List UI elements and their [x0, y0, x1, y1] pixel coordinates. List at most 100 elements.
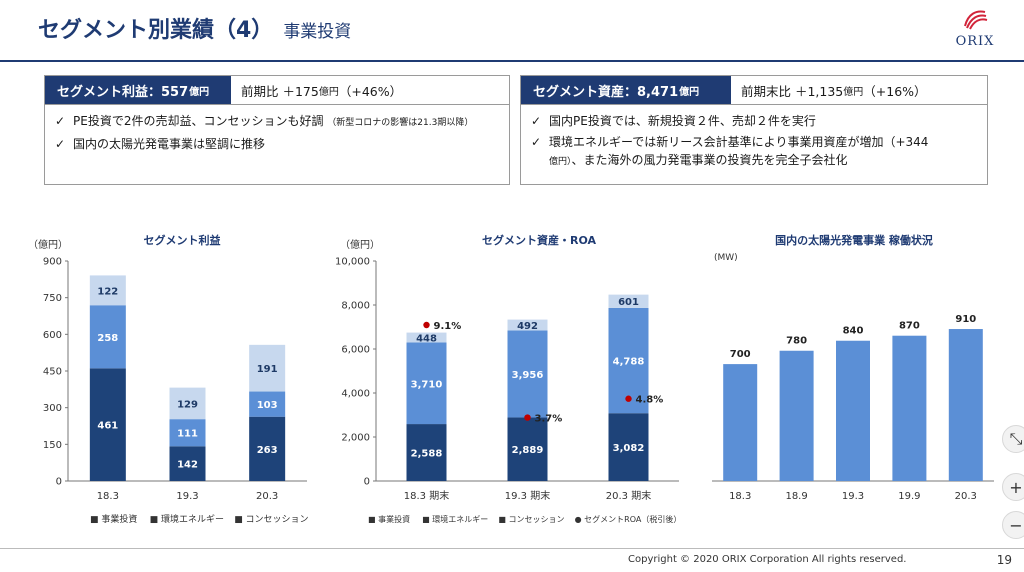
comparison-percent: （+16%） [863, 83, 927, 99]
data-label: 122 [97, 286, 118, 297]
collapse-icon[interactable]: ⤡ [1002, 425, 1024, 453]
solar-operation-chart: 国内の太陽光発電事業 稼働状況 (MW) 700 18.3 780 18.9 840 19.3… [712, 233, 994, 502]
legend-entry: ● セグメントROA（税引後） [575, 514, 682, 524]
data-label: 191 [257, 364, 278, 375]
roa-label: 9.1% [434, 321, 462, 332]
y-tick-label: 150 [43, 440, 62, 451]
y-tick-label: 10,000 [335, 257, 370, 268]
y-tick-label: 300 [43, 403, 62, 414]
x-tick-label: 19.9 [898, 491, 920, 502]
x-tick-label: 19.3 期末 [505, 489, 550, 502]
bullet-item: PE投資で2件の売却益、コンセッションも好調 （新型コロナの影響は21.3期以降… [45, 112, 509, 132]
bullet-note: 億円） [549, 157, 572, 167]
zoom-out-button[interactable]: − [1002, 511, 1024, 539]
segment-profit-label: セグメント利益：557 億円 [45, 76, 231, 104]
segment-profit-chart: セグメント利益 （億円） 0 150 300 450 600 750 900 461 258 122 1… [28, 233, 309, 525]
y-tick-label: 8,000 [341, 301, 370, 312]
data-label: 870 [899, 321, 920, 332]
y-tick-label: 0 [364, 477, 370, 488]
comparison-unit: 億円 [318, 86, 339, 98]
data-label: 4,788 [613, 357, 645, 368]
y-tick-label: 600 [43, 330, 62, 341]
comparison-prefix: 前期比 ＋175 [241, 83, 319, 99]
data-label: 263 [257, 445, 278, 456]
y-axis-label: （億円） [28, 238, 68, 251]
page-number: 19 [996, 553, 1012, 567]
footer-divider [0, 548, 1024, 549]
bar [723, 364, 758, 481]
x-tick-label: 19.3 [842, 491, 864, 502]
data-label: 111 [177, 429, 198, 440]
bar-segment [169, 387, 206, 420]
bar-segment [169, 446, 206, 481]
data-label: 461 [97, 421, 118, 432]
legend-entry: ■ 環境エネルギー [422, 514, 488, 524]
y-tick-label: 6,000 [341, 345, 370, 356]
bullet-item: 環境エネルギーでは新リース会計基準により事業用資産が増加（+344 億円）、また海… [521, 133, 987, 171]
y-tick-label: 450 [43, 367, 62, 378]
segment-profit-unit: 億円 [189, 86, 210, 98]
x-tick-label: 18.3 [97, 491, 119, 502]
data-label: 780 [786, 336, 807, 347]
bar-segment [406, 424, 447, 481]
page-subtitle: 事業投資 [283, 22, 352, 42]
roa-point [524, 414, 531, 421]
segment-assets-value: セグメント資産：8,471 [533, 84, 679, 100]
segment-profit-value: セグメント利益：557 [57, 84, 189, 100]
bar-segment [249, 344, 286, 392]
data-label: 700 [730, 349, 751, 360]
chart-title: 国内の太陽光発電事業 稼働状況 [775, 233, 933, 247]
y-axis-label: (MW) [714, 253, 738, 263]
roa-point [423, 321, 430, 329]
bar-segment [507, 319, 548, 331]
orix-logo: ORIX [952, 8, 998, 49]
data-label: 3,956 [512, 370, 544, 381]
data-label: 103 [257, 400, 278, 411]
x-tick-label: 18.9 [785, 491, 807, 502]
y-tick-label: 2,000 [341, 433, 370, 444]
bar-segment [249, 391, 286, 417]
y-axis-label: （億円） [340, 238, 380, 251]
comparison-percent: （+46%） [338, 83, 403, 99]
x-tick-label: 18.3 [729, 491, 751, 502]
roa-point [625, 395, 632, 402]
y-tick-label: 900 [43, 257, 62, 268]
x-tick-label: 20.3 [955, 491, 977, 502]
slide-header: セグメント別業績（4） 事業投資 [38, 12, 351, 48]
roa-label: 4.8% [636, 395, 664, 406]
data-label: 3,710 [411, 379, 443, 390]
data-label: 2,588 [411, 449, 443, 460]
bar-segment [249, 416, 286, 481]
legend-entry: ■ 環境エネルギー [150, 513, 224, 525]
bar-segment [608, 294, 649, 308]
chart-title: セグメント資産・ROA [482, 233, 597, 247]
legend-entry: ■ 事業投資 [90, 513, 137, 525]
title-divider [0, 60, 1024, 62]
zoom-in-button[interactable]: + [1002, 473, 1024, 501]
data-label: 142 [177, 460, 198, 471]
bar [892, 335, 927, 481]
page-title: セグメント別業績（4） [38, 18, 274, 43]
bar-segment [507, 330, 548, 418]
data-label: 2,889 [512, 445, 544, 456]
data-label: 840 [843, 326, 864, 337]
chart-title: セグメント利益 [144, 233, 221, 247]
bar [779, 350, 814, 481]
bullet-text: PE投資で2件の売却益、コンセッションも好調 [73, 114, 324, 128]
bar [836, 340, 870, 481]
legend-entry: ■ コンセッション [234, 514, 308, 525]
bullet-text-tail: 、また海外の風力発電事業の投資先を完全子会社化 [571, 153, 848, 167]
segment-assets-roa-chart: セグメント資産・ROA （億円） 0 2,000 4,000 6,000 8,000 10,0… [335, 233, 682, 524]
bullet-item: 国内PE投資では、新規投資２件、売却２件を実行 [521, 112, 987, 130]
x-tick-label: 20.3 [256, 491, 278, 502]
bullet-text: 環境エネルギーでは新リース会計基準により事業用資産が増加（+344 [549, 135, 929, 149]
bar [948, 329, 983, 481]
data-label: 258 [97, 333, 118, 344]
bullet-text: 国内PE投資では、新規投資２件、売却２件を実行 [549, 114, 816, 128]
orix-logo-icon [964, 10, 988, 30]
bar-segment [89, 305, 126, 369]
bar-segment [169, 419, 206, 447]
data-label: 129 [177, 399, 198, 410]
